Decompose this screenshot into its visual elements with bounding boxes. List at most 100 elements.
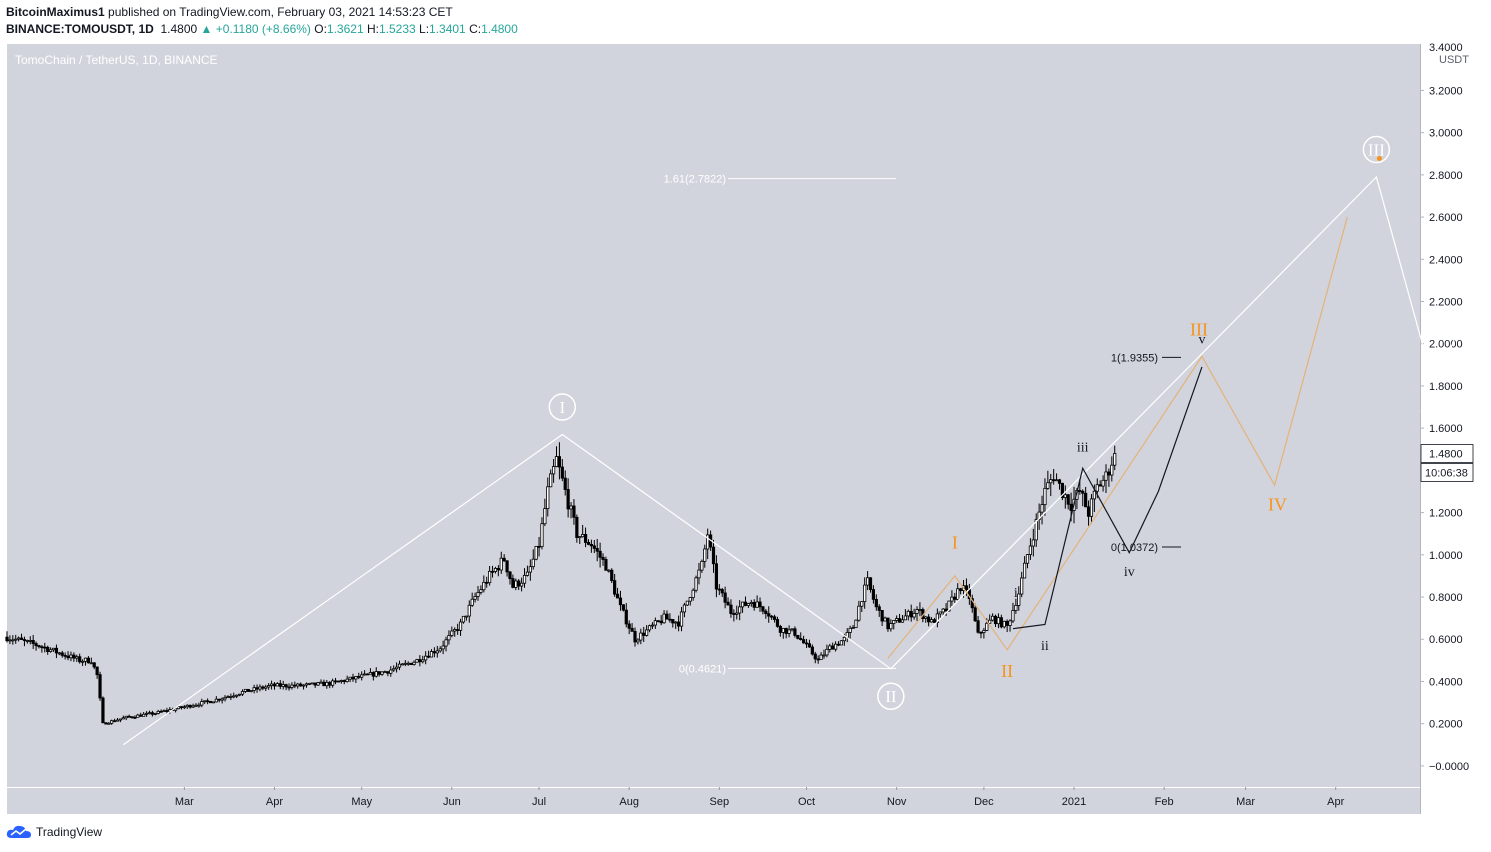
candle-body <box>813 653 817 660</box>
candle-body <box>671 619 675 624</box>
candle-body <box>322 681 326 687</box>
candle-body <box>479 589 483 593</box>
candle-body <box>755 601 759 608</box>
change-value: ▲ +0.1180 (+8.66%) <box>200 22 311 36</box>
x-tick-label: Sep <box>710 796 730 808</box>
candle-body <box>621 604 625 611</box>
wave-label-primary: I <box>559 398 565 417</box>
candle-body <box>19 637 24 640</box>
candle-body <box>714 563 719 590</box>
wave-circle <box>1420 397 1449 426</box>
candle-body <box>627 623 631 629</box>
y-tick-label: 1.6000 <box>1429 423 1463 435</box>
x-tick-label: May <box>351 796 372 808</box>
author-name[interactable]: BitcoinMaximus1 <box>6 5 105 19</box>
candle-body <box>740 601 745 608</box>
candle-body <box>421 659 425 663</box>
wave-circle <box>548 393 577 421</box>
candle-body <box>775 619 780 627</box>
wave-label-minor: iv <box>1124 565 1135 580</box>
candle-body <box>328 681 332 686</box>
candle-body <box>144 712 149 715</box>
candle-body <box>246 688 250 692</box>
candle-body <box>624 609 628 625</box>
candle-body <box>374 671 378 677</box>
bar-countdown: 10:06:38 <box>1425 467 1468 479</box>
candle-body <box>473 596 477 600</box>
candle-body <box>214 698 218 703</box>
candle-body <box>1066 494 1070 505</box>
y-tick-label: −0.0000 <box>1429 761 1469 773</box>
candle-body <box>80 660 85 663</box>
candle-body <box>392 668 396 671</box>
candle-body <box>685 600 689 606</box>
y-tick-label: 2.0000 <box>1429 339 1463 351</box>
candle-body <box>46 646 50 652</box>
candle-body <box>75 656 79 659</box>
price-axis[interactable] <box>1421 44 1485 787</box>
plot-area[interactable] <box>7 44 1420 787</box>
time-axis[interactable] <box>7 788 1420 814</box>
tradingview-logo[interactable]: TradingView <box>6 824 102 840</box>
candle-body <box>5 636 9 642</box>
candle-body <box>662 613 666 624</box>
candle-body <box>232 695 236 698</box>
candle-body <box>57 652 61 655</box>
candle-body <box>136 714 140 718</box>
candle-body <box>959 588 963 591</box>
candle-body <box>258 686 262 690</box>
candle-body <box>537 545 541 548</box>
candle-body <box>1086 506 1091 517</box>
wave-label-minor: iii <box>1077 440 1089 455</box>
candle-body <box>589 543 593 547</box>
wave-label-minor: ii <box>1041 639 1049 654</box>
candle-body <box>206 700 210 703</box>
candle-body <box>63 654 67 657</box>
candle-body <box>345 678 349 682</box>
candle-body <box>668 618 672 621</box>
candle-body <box>1022 562 1027 579</box>
candle-body <box>127 715 131 718</box>
orange-wave-path <box>887 216 1348 659</box>
candle-body <box>272 683 277 687</box>
candle-body <box>505 560 509 573</box>
candle-body <box>610 569 614 581</box>
candle-body <box>43 646 47 649</box>
candle-body <box>1017 593 1021 606</box>
candle-body <box>985 622 989 631</box>
candle-body <box>301 684 306 687</box>
fib-level-label: 1.61(2.7822) <box>664 174 726 186</box>
candle-body <box>522 575 527 584</box>
candle-body <box>1063 494 1067 498</box>
candle-body <box>107 722 111 725</box>
close-label: C: <box>469 22 482 36</box>
candle-body <box>897 618 902 623</box>
candle-body <box>746 603 750 606</box>
candle-body <box>534 545 538 560</box>
candle-body <box>880 610 884 622</box>
candle-body <box>810 646 814 655</box>
white-wave-path <box>122 175 1491 746</box>
candle-body <box>1054 479 1059 482</box>
candle-body <box>438 648 442 652</box>
candle-body <box>386 671 390 674</box>
candle-body <box>121 717 125 720</box>
candle-body <box>432 651 436 654</box>
candle-body <box>470 598 474 606</box>
candle-body <box>525 571 530 576</box>
y-tick-label: 0.6000 <box>1429 634 1463 646</box>
candle-body <box>403 662 407 665</box>
candle-body <box>752 602 756 608</box>
candle-body <box>674 621 678 624</box>
candle-body <box>447 635 451 641</box>
chart-title: TomoChain / TetherUS, 1D, BINANCE <box>15 53 218 67</box>
candle-body <box>397 663 402 668</box>
candle-body <box>517 580 521 587</box>
candle-body <box>551 466 556 475</box>
candle-body <box>563 477 567 490</box>
candle-body <box>540 523 544 548</box>
candle-body <box>223 696 227 700</box>
candle-body <box>226 696 230 699</box>
candle-body <box>831 645 835 650</box>
